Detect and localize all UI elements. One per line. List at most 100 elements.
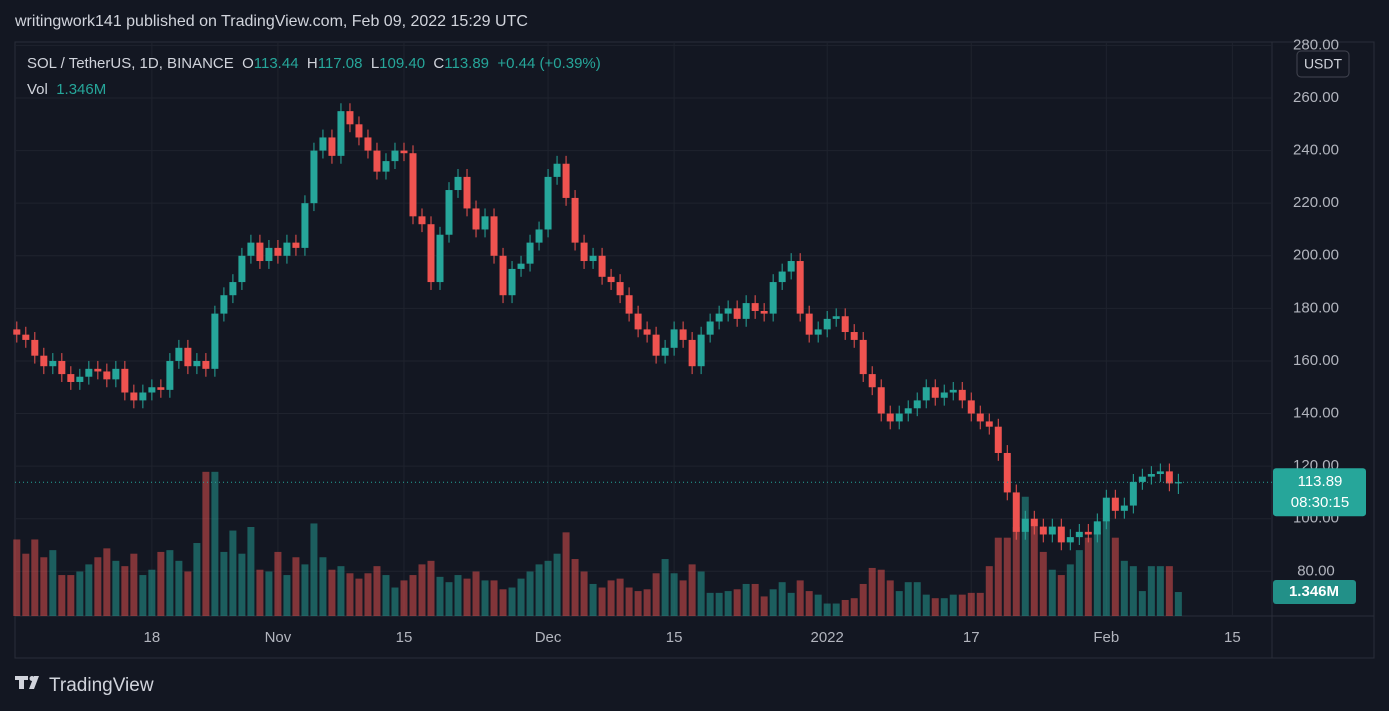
- x-tick-label: 2022: [811, 629, 844, 646]
- volume-bar: [1147, 566, 1155, 616]
- symbol: SOL / TetherUS, 1D, BINANCE: [27, 55, 234, 72]
- candle-body: [1030, 518, 1038, 527]
- volume-bar: [58, 575, 66, 616]
- volume-bar: [949, 594, 957, 616]
- ohlc-key: O: [242, 55, 254, 72]
- volume-bar: [40, 557, 48, 616]
- volume-bar: [148, 569, 156, 616]
- candle-body: [364, 137, 372, 151]
- candle-body: [679, 329, 687, 340]
- candle-body: [814, 329, 822, 335]
- candle-body: [265, 247, 273, 262]
- volume-bar: [553, 553, 561, 616]
- volume-bar: [1111, 537, 1119, 616]
- candle-body: [607, 276, 615, 283]
- volume-bar: [805, 591, 813, 616]
- ohlc-value: 113.44: [253, 55, 299, 72]
- candle-body: [1084, 531, 1092, 535]
- volume-bar: [346, 573, 354, 616]
- candle-body: [346, 111, 354, 125]
- candle-body: [1039, 526, 1047, 535]
- y-tick-label: 260.00: [1293, 89, 1339, 106]
- volume-bar: [1048, 569, 1056, 616]
- volume-bar: [904, 582, 912, 616]
- candle-body: [13, 329, 21, 335]
- volume-bar: [418, 564, 426, 616]
- volume-bar: [490, 580, 498, 616]
- y-tick-label: 160.00: [1293, 352, 1339, 369]
- candle-body: [751, 303, 759, 311]
- volume-bar: [139, 575, 147, 616]
- candle-body: [931, 387, 939, 398]
- candle-body: [526, 242, 534, 264]
- x-tick-label: 17: [963, 629, 980, 646]
- candle-body: [940, 392, 948, 398]
- logo-dot: [29, 676, 35, 681]
- volume-bar: [688, 564, 696, 616]
- y-tick-label: 220.00: [1293, 194, 1339, 211]
- volume-bar: [589, 583, 597, 616]
- volume-bar: [976, 592, 984, 616]
- candle-body: [661, 347, 669, 356]
- candle-body: [616, 282, 624, 296]
- volume-bar: [301, 564, 309, 616]
- volume-bar: [499, 589, 507, 616]
- volume-bar: [1003, 537, 1011, 616]
- volume-bar: [121, 566, 129, 616]
- volume-bar: [1084, 537, 1092, 616]
- candle-body: [409, 153, 417, 217]
- volume-bar: [733, 589, 741, 616]
- candle-body: [670, 329, 678, 348]
- volume-layer: [13, 471, 1182, 616]
- candle-body: [175, 347, 183, 361]
- candle-body: [22, 334, 30, 340]
- footer-logo: [15, 676, 39, 689]
- candle-body: [967, 400, 975, 414]
- candle-body: [553, 163, 561, 177]
- volume-bar: [706, 592, 714, 616]
- candle-body: [67, 374, 75, 382]
- candle-body: [895, 413, 903, 422]
- candle-body: [994, 426, 1002, 453]
- candle-body: [391, 150, 399, 162]
- candle-body: [1156, 471, 1164, 475]
- x-tick-label: 15: [1224, 629, 1241, 646]
- ohlc-value: 109.40: [379, 55, 426, 72]
- volume-bar: [1093, 532, 1101, 616]
- candle-body: [535, 229, 543, 243]
- candle-body: [1111, 497, 1119, 511]
- candle-body: [634, 313, 642, 330]
- candle-body: [256, 242, 264, 262]
- candle-body: [769, 282, 777, 314]
- candle-body: [373, 150, 381, 172]
- volume-bar: [562, 532, 570, 616]
- volume-bar: [1030, 527, 1038, 616]
- volume-bar: [679, 580, 687, 616]
- volume-bar: [211, 471, 219, 616]
- x-tick-label: 15: [396, 629, 413, 646]
- volume-bar: [67, 575, 75, 616]
- candle-body: [1093, 521, 1101, 535]
- x-tick-label: 15: [666, 629, 683, 646]
- candle-body: [706, 321, 714, 335]
- volume-key: Vol: [27, 81, 48, 98]
- candle-body: [1057, 526, 1065, 543]
- volume-bar: [715, 592, 723, 616]
- candle-body: [562, 163, 570, 198]
- x-tick-label: 18: [144, 629, 161, 646]
- currency: USDT: [1304, 56, 1343, 72]
- volume-bar: [319, 557, 327, 616]
- publish-info: writingwork141 published on TradingView.…: [15, 13, 528, 30]
- volume-bar: [769, 589, 777, 616]
- volume-bar: [634, 591, 642, 616]
- candle-body: [1048, 526, 1056, 535]
- candle-body: [184, 347, 192, 367]
- ohlc-key: L: [370, 55, 380, 72]
- candle-body: [805, 313, 813, 335]
- volume-bar: [787, 592, 795, 616]
- candle-body: [427, 224, 435, 283]
- volume-bar: [940, 598, 948, 616]
- candle-body: [310, 150, 318, 204]
- candle-body: [724, 308, 732, 314]
